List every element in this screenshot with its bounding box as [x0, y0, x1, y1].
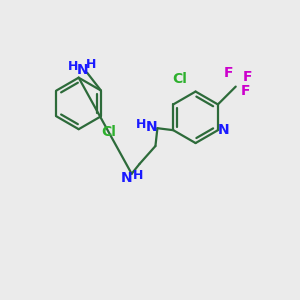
Text: F: F — [224, 66, 233, 80]
Text: F: F — [241, 84, 250, 98]
Text: N: N — [146, 120, 157, 134]
Text: Cl: Cl — [172, 72, 187, 86]
Text: Cl: Cl — [101, 125, 116, 139]
Text: N: N — [76, 63, 88, 77]
Text: N: N — [218, 123, 230, 137]
Text: H: H — [68, 60, 78, 73]
Text: F: F — [243, 70, 252, 84]
Text: H: H — [86, 58, 96, 71]
Text: H: H — [132, 169, 143, 182]
Text: N: N — [121, 171, 133, 185]
Text: H: H — [136, 118, 147, 131]
